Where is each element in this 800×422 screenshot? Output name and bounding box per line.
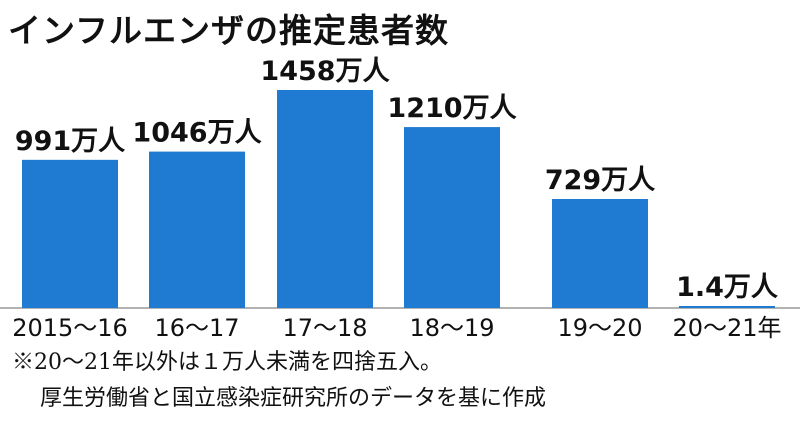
- value-label-0: 991万人: [15, 126, 125, 157]
- value-label-3: 1210万人: [387, 93, 516, 124]
- bar-0: [22, 159, 118, 308]
- category-label-3: 18〜19: [409, 314, 494, 342]
- value-label-5: 1.4万人: [676, 272, 778, 303]
- chart-title: インフルエンザの推定患者数: [8, 11, 450, 50]
- category-label-4: 19〜20: [557, 314, 642, 342]
- bar-5: [679, 306, 775, 308]
- bar-1: [149, 151, 245, 308]
- category-label-1: 16〜17: [154, 314, 239, 342]
- footnote-source: 厚生労働省と国立感染症研究所のデータを基に作成: [40, 386, 547, 411]
- bar-3: [404, 127, 500, 308]
- footnote-rounding: ※20〜21年以外は１万人未満を四捨五入。: [12, 350, 442, 375]
- category-label-0: 2015〜16: [12, 314, 128, 342]
- category-label-2: 17〜18: [282, 314, 367, 342]
- value-label-2: 1458万人: [260, 56, 389, 87]
- bar-2: [277, 90, 373, 308]
- value-label-1: 1046万人: [132, 118, 261, 149]
- bar-4: [552, 199, 648, 308]
- category-label-5: 20〜21年: [672, 314, 781, 342]
- value-label-4: 729万人: [545, 165, 655, 196]
